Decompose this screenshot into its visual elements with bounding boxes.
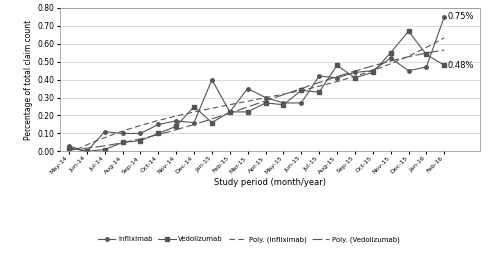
Infliximab <box>156 123 162 126</box>
X-axis label: Study period (month/year): Study period (month/year) <box>214 178 326 187</box>
Poly. (Vedolizumab) <box>66 148 72 151</box>
Poly. (Vedolizumab) <box>288 90 294 93</box>
Poly. (Infliximab) <box>67 151 73 154</box>
Line: Poly. (Infliximab): Poly. (Infliximab) <box>69 38 444 153</box>
Line: Poly. (Vedolizumab): Poly. (Vedolizumab) <box>69 50 444 150</box>
Line: Infliximab: Infliximab <box>67 15 446 153</box>
Infliximab <box>244 87 250 90</box>
Vedolizumab <box>424 53 430 56</box>
Infliximab <box>84 150 90 153</box>
Vedolizumab <box>334 64 340 67</box>
Infliximab <box>406 69 411 72</box>
Poly. (Infliximab) <box>406 54 412 57</box>
Vedolizumab <box>442 64 448 67</box>
Text: 0.48%: 0.48% <box>448 61 474 70</box>
Infliximab <box>66 144 72 147</box>
Infliximab <box>262 96 268 99</box>
Vedolizumab <box>244 110 250 114</box>
Legend: Infliximab, Vedolizumab, Poly. (Infliximab), Poly. (Vedolizumab): Infliximab, Vedolizumab, Poly. (Inflixim… <box>95 234 403 246</box>
Poly. (Infliximab) <box>382 64 388 67</box>
Poly. (Vedolizumab) <box>382 61 388 64</box>
Infliximab <box>120 132 126 135</box>
Poly. (Infliximab) <box>290 91 296 94</box>
Infliximab <box>424 66 430 69</box>
Poly. (Vedolizumab) <box>406 55 412 58</box>
Vedolizumab <box>173 125 179 128</box>
Vedolizumab <box>262 101 268 104</box>
Infliximab <box>334 76 340 79</box>
Infliximab <box>191 121 197 124</box>
Line: Vedolizumab: Vedolizumab <box>67 29 446 153</box>
Vedolizumab <box>370 71 376 74</box>
Infliximab <box>173 119 179 122</box>
Vedolizumab <box>102 148 107 151</box>
Poly. (Vedolizumab) <box>290 90 296 93</box>
Infliximab <box>316 74 322 78</box>
Infliximab <box>102 130 107 133</box>
Vedolizumab <box>227 110 233 114</box>
Poly. (Vedolizumab) <box>442 49 448 52</box>
Infliximab <box>298 101 304 104</box>
Infliximab <box>209 78 215 81</box>
Y-axis label: Percentage of total claim count: Percentage of total claim count <box>24 20 34 140</box>
Vedolizumab <box>209 121 215 124</box>
Vedolizumab <box>120 141 126 144</box>
Vedolizumab <box>388 51 394 54</box>
Infliximab <box>352 71 358 74</box>
Vedolizumab <box>66 146 72 149</box>
Poly. (Infliximab) <box>66 152 72 155</box>
Infliximab <box>280 101 286 104</box>
Vedolizumab <box>84 150 90 153</box>
Poly. (Infliximab) <box>288 91 294 94</box>
Text: 0.75%: 0.75% <box>448 12 474 21</box>
Infliximab <box>227 110 233 114</box>
Vedolizumab <box>280 103 286 106</box>
Vedolizumab <box>298 89 304 92</box>
Poly. (Vedolizumab) <box>296 88 302 91</box>
Infliximab <box>388 57 394 60</box>
Vedolizumab <box>156 132 162 135</box>
Poly. (Infliximab) <box>442 36 448 39</box>
Vedolizumab <box>138 139 143 142</box>
Infliximab <box>370 69 376 72</box>
Poly. (Vedolizumab) <box>67 148 73 151</box>
Infliximab <box>442 15 448 18</box>
Vedolizumab <box>191 105 197 108</box>
Infliximab <box>138 132 143 135</box>
Poly. (Infliximab) <box>296 90 302 93</box>
Vedolizumab <box>316 91 322 94</box>
Vedolizumab <box>352 76 358 79</box>
Vedolizumab <box>406 29 411 33</box>
